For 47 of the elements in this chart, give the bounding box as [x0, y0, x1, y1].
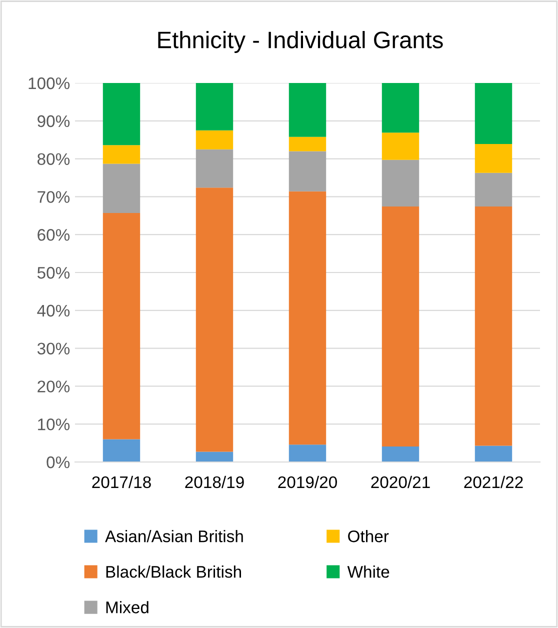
bar	[474, 144, 512, 173]
x-tick-label: 2020/21	[371, 476, 430, 488]
bar	[474, 83, 512, 144]
bar	[382, 83, 420, 133]
bar	[474, 172, 512, 207]
legend-label: Other	[348, 530, 389, 542]
bar	[288, 191, 326, 445]
legend-label: Asian/Asian British	[105, 530, 243, 542]
y-tick-label: 30%	[37, 342, 70, 355]
y-tick-label: 60%	[38, 229, 70, 241]
bar	[382, 446, 420, 462]
bar	[102, 212, 140, 440]
bar	[102, 439, 140, 462]
x-tick-label: 2017/18	[92, 476, 151, 488]
bar	[196, 452, 234, 462]
x-tick-label: 2021/22	[464, 476, 523, 488]
legend-label: White	[347, 566, 390, 578]
bar	[474, 446, 512, 462]
legend-label: Black/Black British	[106, 566, 241, 578]
y-tick-label: 70%	[38, 191, 70, 203]
x-tick-label: 2018/19	[185, 476, 244, 488]
y-tick-label: 50%	[37, 266, 70, 279]
y-tick-label: 90%	[38, 115, 70, 128]
bar	[288, 136, 326, 152]
chart-title: Ethnicity - Individual Grants	[158, 30, 443, 54]
bar	[196, 83, 234, 130]
bar	[288, 83, 326, 137]
bar	[474, 206, 512, 446]
bar	[196, 130, 234, 150]
y-tick-label: 10%	[38, 418, 70, 430]
bar	[196, 149, 234, 188]
bar	[102, 83, 140, 146]
bar	[196, 188, 234, 452]
bar	[382, 206, 420, 446]
bar	[382, 132, 420, 160]
legend-label: Mixed	[106, 601, 148, 614]
bar	[288, 444, 326, 462]
y-tick-label: 20%	[38, 380, 70, 392]
bar	[288, 151, 326, 192]
bar	[102, 145, 140, 164]
y-tick-label: 100%	[28, 77, 70, 90]
bar	[382, 160, 420, 207]
x-tick-label: 2019/20	[278, 476, 337, 488]
y-tick-label: 0%	[46, 456, 70, 468]
bar	[102, 164, 140, 213]
y-tick-label: 40%	[37, 304, 70, 317]
y-tick-label: 80%	[38, 153, 70, 166]
